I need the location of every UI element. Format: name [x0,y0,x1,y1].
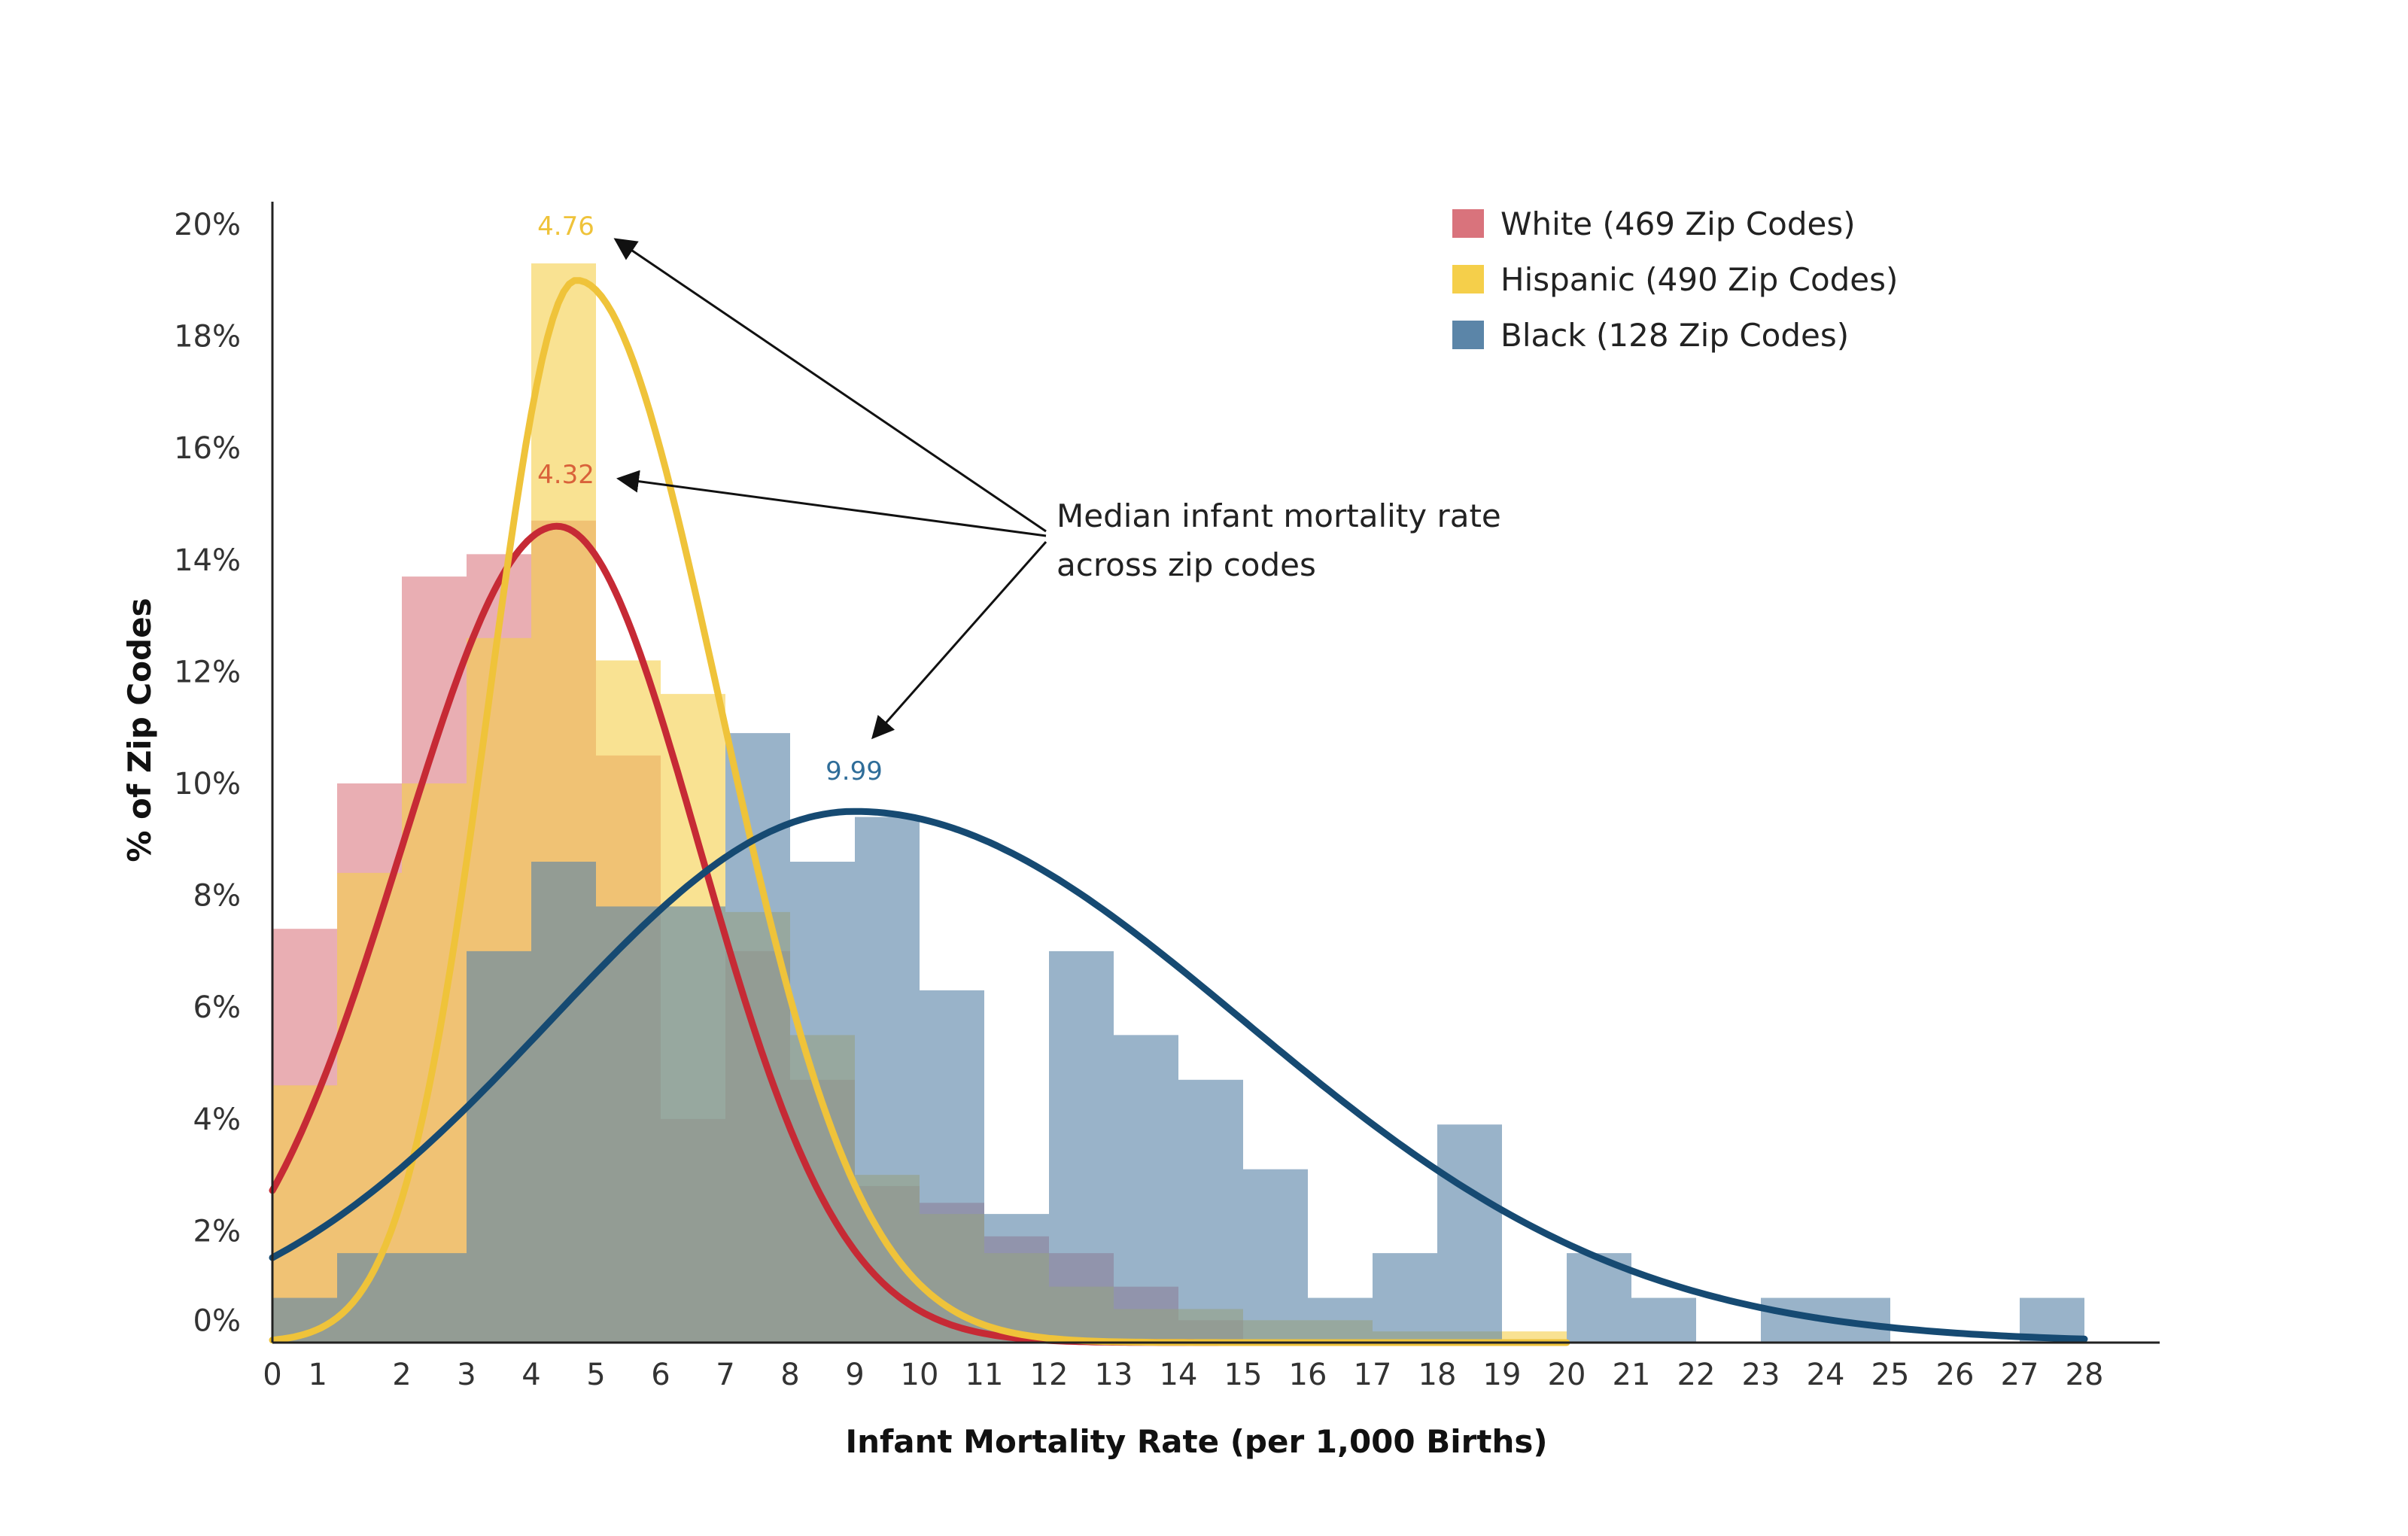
y-axis-ticks: 0% 2% 4% 6% 8% 10% 12% 14% 16% 18% 20% [174,208,241,1338]
x-tick-label-26: 26 [1936,1358,1975,1392]
x-tick-label-0: 0 [263,1358,281,1392]
legend-label-black: Black (128 Zip Codes) [1500,317,1849,354]
x-tick-label-3: 3 [457,1358,476,1392]
x-tick-label-23: 23 [1742,1358,1780,1392]
x-tick-label-21: 21 [1613,1358,1651,1392]
bar-black-18 [1437,1124,1502,1343]
x-tick-label-17: 17 [1354,1358,1392,1392]
annotation-arrow-black [871,541,1047,740]
x-tick-label-10: 10 [901,1358,939,1392]
y-tick-label-16pct: 16% [174,431,241,466]
x-tick-label-4: 4 [521,1358,540,1392]
legend-label-white: White (469 Zip Codes) [1500,205,1856,242]
legend-label-hispanic: Hispanic (490 Zip Codes) [1500,261,1898,298]
median-labels: 4.76 4.32 9.99 [537,211,883,786]
median-label-4-76: 4.76 [537,211,594,242]
bar-black-4 [531,862,596,1343]
x-tick-label-2: 2 [392,1358,411,1392]
bar-black-17 [1373,1253,1437,1343]
x-tick-label-22: 22 [1677,1358,1716,1392]
y-tick-label-8pct: 8% [193,879,241,914]
bar-black-15 [1243,1169,1308,1343]
x-tick-label-25: 25 [1871,1358,1910,1392]
x-tick-label-27: 27 [2001,1358,2039,1392]
y-tick-label-18pct: 18% [174,320,241,354]
y-tick-label-2pct: 2% [193,1214,241,1249]
bar-black-1 [337,1253,402,1343]
x-tick-label-18: 18 [1418,1358,1457,1392]
x-tick-label-13: 13 [1095,1358,1133,1392]
bar-black-3 [467,950,531,1343]
x-axis-ticks: 0 1 2 3 4 5 6 7 8 9 10 11 12 13 14 15 16 17 18 19 20 21 22 23 24… [263,1358,2103,1392]
x-tick-label-1: 1 [308,1358,327,1392]
x-tick-label-14: 14 [1160,1358,1198,1392]
y-tick-label-14pct: 14% [174,543,241,578]
curve-black [269,808,2088,1343]
bar-black-16 [1308,1297,1373,1343]
x-axis-title: Infant Mortality Rate (per 1,000 Births) [845,1423,1547,1460]
median-label-4-32: 4.32 [537,460,594,490]
annotation-arrow-hispanic [613,238,1047,533]
x-tick-label-9: 9 [845,1358,864,1392]
y-tick-label-4pct: 4% [193,1103,241,1137]
histogram-bars [272,263,2084,1343]
median-label-9-99: 9.99 [825,756,883,786]
bar-black-13 [1114,1035,1178,1343]
x-tick-label-20: 20 [1548,1358,1586,1392]
x-tick-label-6: 6 [651,1358,670,1392]
annotation-arrow-white [616,470,1047,537]
bar-black-10 [920,990,984,1343]
x-tick-label-16: 16 [1289,1358,1327,1392]
bar-black-5 [596,906,661,1343]
bar-black-14 [1178,1079,1243,1343]
bar-black-9 [855,817,920,1343]
y-tick-label-20pct: 20% [174,208,241,242]
y-tick-label-6pct: 6% [193,990,241,1025]
y-tick-label-0pct: 0% [193,1303,241,1338]
x-tick-label-12: 12 [1030,1358,1069,1392]
legend-swatch-white [1452,209,1484,238]
x-tick-label-11: 11 [965,1358,1004,1392]
x-tick-label-8: 8 [780,1358,799,1392]
x-tick-label-5: 5 [586,1358,605,1392]
x-tick-label-7: 7 [716,1358,734,1392]
annotation-line-2: across zip codes [1057,546,1316,583]
legend-swatch-black [1452,321,1484,349]
annotation: Median infant mortality rate across zip c… [613,238,1501,740]
x-tick-label-15: 15 [1224,1358,1263,1392]
y-tick-label-12pct: 12% [174,655,241,689]
bar-black-6 [661,906,725,1343]
x-tick-label-28: 28 [2066,1358,2104,1392]
bar-black-12 [1049,950,1114,1343]
x-tick-label-24: 24 [1807,1358,1845,1392]
annotation-line-1: Median infant mortality rate [1057,497,1501,534]
y-tick-label-10pct: 10% [174,767,241,801]
y-axis-title: % of Zip Codes [121,598,158,862]
bar-black-11 [984,1214,1049,1343]
bar-black-2 [402,1253,467,1343]
bar-black-21 [1631,1297,1696,1343]
legend: White (469 Zip Codes) Hispanic (490 Zip C… [1452,205,1898,354]
x-tick-label-19: 19 [1483,1358,1522,1392]
axes [271,202,2160,1344]
legend-swatch-hispanic [1452,265,1484,294]
